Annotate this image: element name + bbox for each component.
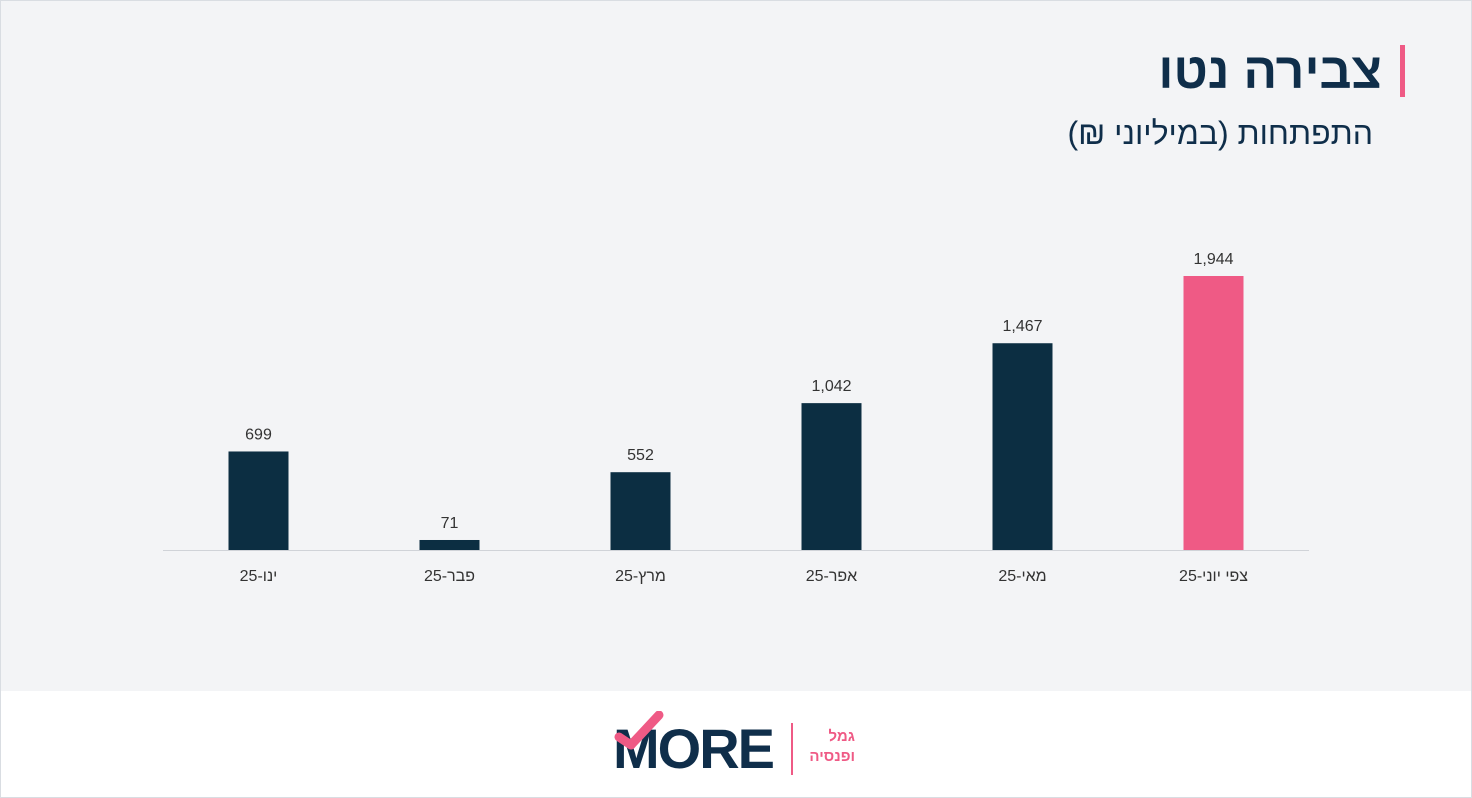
more-logo: MORE גמל ופנסיה [613,711,863,781]
bar-6 [1183,276,1244,550]
data-label-4: 1,042 [811,378,851,395]
logo-check-icon [614,711,664,750]
bar-chart: 699 ינו-25 71 פבר-25 552 מרץ-25 1,042 אפר-25 1,4… [163,251,1309,585]
data-label-5: 1,467 [1002,318,1042,335]
bar-3 [610,472,671,550]
logo-tagline-line-2: ופנסיה [809,748,855,765]
tick-label-4: אפר-25 [806,568,857,585]
logo-wordmark: MORE [613,717,775,780]
page-title: צבירה נטו [1158,43,1382,99]
data-label-1: 699 [245,426,272,443]
logo-separator [791,723,793,775]
tick-label-3: מרץ-25 [615,568,666,585]
data-label-2: 71 [441,515,459,532]
tick-label-2: פבר-25 [424,568,475,585]
footer [1,691,1471,797]
tick-label-1: ינו-25 [240,568,278,585]
tick-label-6: צפי יוני-25 [1179,568,1248,585]
bar-4 [801,403,862,550]
bar-1 [228,451,289,550]
data-label-6: 1,944 [1193,251,1233,268]
page-subtitle: התפתחות (במיליוני ₪) [1067,115,1373,151]
title-block: צבירה נטו [1158,43,1405,99]
data-label-3: 552 [627,447,654,464]
tick-label-5: מאי-25 [998,568,1046,585]
logo-tagline: גמל ופנסיה [799,727,855,767]
title-accent-bar [1400,45,1405,97]
bar-2 [419,539,480,550]
bar-5 [992,343,1053,550]
logo-tagline-line-1: גמל [828,728,855,745]
